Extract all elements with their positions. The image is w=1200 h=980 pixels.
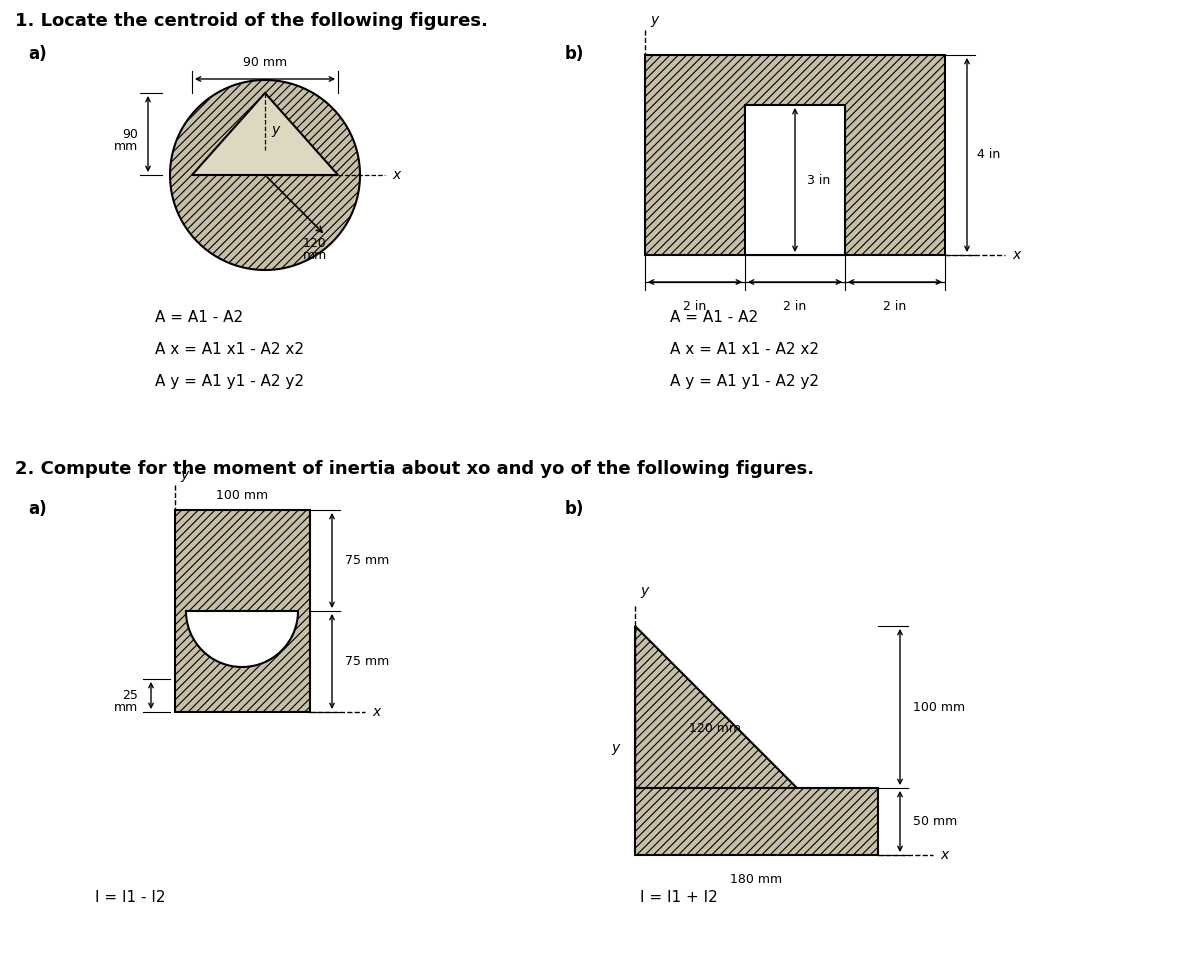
Text: y: y [650,13,659,27]
Text: x: x [372,705,380,719]
Text: 4 in: 4 in [977,149,1001,162]
Text: 2 in: 2 in [784,300,806,313]
Text: mm: mm [114,701,138,714]
Text: A x = A1 x1 - A2 x2: A x = A1 x1 - A2 x2 [155,342,304,357]
Text: 75 mm: 75 mm [346,655,389,668]
Bar [646,55,946,255]
Polygon shape [170,80,360,270]
Text: x: x [392,168,401,182]
Text: 3 in: 3 in [808,173,830,186]
Text: x: x [1012,248,1020,262]
Text: A y = A1 y1 - A2 y2: A y = A1 y1 - A2 y2 [670,374,818,389]
Text: A y = A1 y1 - A2 y2: A y = A1 y1 - A2 y2 [155,374,304,389]
Text: A = A1 - A2: A = A1 - A2 [155,310,244,325]
Text: I = I1 - I2: I = I1 - I2 [95,890,166,905]
Text: 120: 120 [304,236,326,250]
Bar [175,510,310,712]
Text: y: y [180,468,188,482]
Bar [745,105,845,255]
Text: b): b) [565,45,584,63]
Text: A = A1 - A2: A = A1 - A2 [670,310,758,325]
Text: 1. Locate the centroid of the following figures.: 1. Locate the centroid of the following … [14,12,488,30]
Text: 120 mm: 120 mm [689,721,742,734]
Polygon shape [635,626,797,788]
Text: 180 mm: 180 mm [731,873,782,886]
Text: y: y [640,584,648,598]
Text: 2 in: 2 in [683,300,707,313]
Text: a): a) [28,500,47,518]
Text: 100 mm: 100 mm [216,489,269,502]
Text: 2 in: 2 in [883,300,907,313]
Text: 90: 90 [122,127,138,140]
Text: I = I1 + I2: I = I1 + I2 [640,890,718,905]
Polygon shape [192,93,338,175]
Text: 100 mm: 100 mm [913,701,965,713]
Text: a): a) [28,45,47,63]
Text: y: y [612,741,620,755]
Text: b): b) [565,500,584,518]
Text: mm: mm [302,249,328,262]
Text: x: x [940,848,948,862]
Text: 2. Compute for the moment of inertia about xo and yo of the following figures.: 2. Compute for the moment of inertia abo… [14,460,814,478]
Text: y: y [271,123,280,137]
Text: 75 mm: 75 mm [346,554,389,567]
Text: mm: mm [114,139,138,153]
Text: 50 mm: 50 mm [913,815,958,828]
Text: A x = A1 x1 - A2 x2: A x = A1 x1 - A2 x2 [670,342,818,357]
Polygon shape [186,611,298,667]
Text: 25: 25 [122,689,138,702]
Bar [635,788,878,855]
Text: 90 mm: 90 mm [242,56,287,69]
